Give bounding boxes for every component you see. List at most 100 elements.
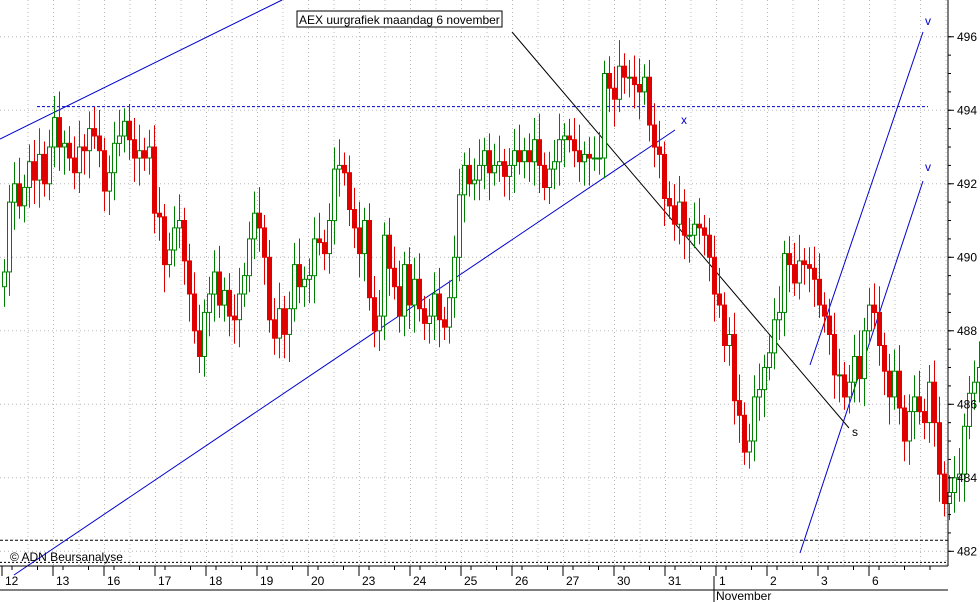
candle-body-down <box>572 139 577 152</box>
candle-body-up <box>402 264 407 317</box>
candle-body-up <box>592 157 597 160</box>
x-tick-label: 17 <box>158 574 172 588</box>
candle-body-up <box>562 135 567 141</box>
candle-body-down <box>192 293 197 332</box>
candle-body-up <box>2 271 7 288</box>
candle-body-down <box>162 216 167 266</box>
candle-body-down <box>92 128 97 137</box>
candle-body-up <box>967 392 972 427</box>
candle-body-up <box>512 150 517 166</box>
candle-body-up <box>907 411 912 442</box>
candle-body-up <box>762 367 767 391</box>
candle-body-up <box>547 168 552 189</box>
candle-body-down <box>387 234 392 269</box>
candle-body-up <box>582 153 587 163</box>
candle-body-up <box>242 275 247 295</box>
annotation-v-lower: v <box>925 160 931 174</box>
candle-body-down <box>802 260 807 266</box>
candle-body-up <box>747 440 752 453</box>
candle-body-up <box>797 260 802 284</box>
candle-body-down <box>527 150 532 163</box>
candle-body-up <box>432 293 437 317</box>
candle-body-up <box>482 150 487 166</box>
candle-body-up <box>62 142 67 148</box>
candle-body-down <box>697 223 702 229</box>
candle-body-down <box>487 150 492 174</box>
candle-body-down <box>502 161 507 177</box>
candle-body-down <box>437 293 442 321</box>
candle-body-up <box>727 334 732 346</box>
candle-body-down <box>722 304 727 347</box>
candle-body-down <box>407 264 412 306</box>
candle-body-down <box>397 286 402 317</box>
candle-body-down <box>72 157 77 174</box>
candle-body-down <box>142 150 147 159</box>
candle-body-up <box>312 238 317 277</box>
candle-body-up <box>87 128 92 152</box>
trend-line-upper-channel <box>0 0 283 140</box>
candle-body-up <box>327 220 332 255</box>
x-tick-label: 1 <box>719 574 726 588</box>
candle-body-down <box>422 308 427 324</box>
candle-body-up <box>307 275 312 280</box>
candle-body-down <box>372 297 377 332</box>
x-tick-label: 25 <box>464 574 478 588</box>
candle-body-up <box>867 304 872 332</box>
month-label: November <box>716 589 771 602</box>
candle-body-up <box>427 315 432 325</box>
candle-body-up <box>532 139 537 163</box>
candle-body-down <box>82 146 87 152</box>
y-tick-label: 482 <box>957 544 977 558</box>
candle-body-down <box>257 212 262 229</box>
candle-body-down <box>342 164 347 174</box>
candle-body-up <box>972 381 977 394</box>
candle-body-up <box>927 381 932 424</box>
candle-body-up <box>7 201 12 273</box>
candle-body-down <box>542 164 547 188</box>
candle-body-up <box>377 315 382 332</box>
candle-body-down <box>517 150 522 163</box>
candle-body-down <box>587 153 592 159</box>
x-tick-label: 12 <box>5 574 19 588</box>
y-tick-label: 492 <box>957 177 977 191</box>
candle-body-down <box>652 124 657 148</box>
candle-body-down <box>132 139 137 159</box>
chart-title-box <box>296 10 503 28</box>
candle-body-down <box>267 256 272 321</box>
y-tick-label: 496 <box>957 30 977 44</box>
candle-body-down <box>537 139 542 166</box>
candle-body-down <box>42 153 47 185</box>
candle-body-down <box>672 205 677 225</box>
candle-body-down <box>357 227 362 255</box>
trend-lines <box>0 0 948 576</box>
candle-body-down <box>632 76 637 86</box>
candle-body-down <box>442 319 447 328</box>
candle-body-down <box>17 183 22 207</box>
y-tick-label: 494 <box>957 103 977 117</box>
candle-body-down <box>127 120 132 141</box>
candle-body-down <box>322 242 327 255</box>
candle-body-up <box>452 256 457 299</box>
candle-body-down <box>637 84 642 93</box>
candle-body-down <box>352 209 357 229</box>
y-tick-label: 488 <box>957 324 977 338</box>
candle-body-up <box>222 289 227 306</box>
candle-body-up <box>847 381 852 398</box>
candle-body-down <box>612 87 617 100</box>
candle-body-down <box>932 381 937 424</box>
candle-body-down <box>297 264 302 288</box>
candle-body-up <box>852 356 857 383</box>
candle-body-down <box>937 422 942 475</box>
x-tick-label: 16 <box>107 574 121 588</box>
candle-body-down <box>567 135 572 141</box>
x-tick-label: 31 <box>668 574 682 588</box>
candle-body-up <box>27 161 32 188</box>
x-tick-label: 19 <box>260 574 274 588</box>
candle-body-up <box>462 164 467 196</box>
x-tick-label: 30 <box>617 574 631 588</box>
candle-body-up <box>477 164 482 181</box>
candle-body-down <box>922 411 927 424</box>
candle-body-up <box>642 76 647 93</box>
candle-body-down <box>227 289 232 317</box>
candle-body-up <box>302 278 307 288</box>
